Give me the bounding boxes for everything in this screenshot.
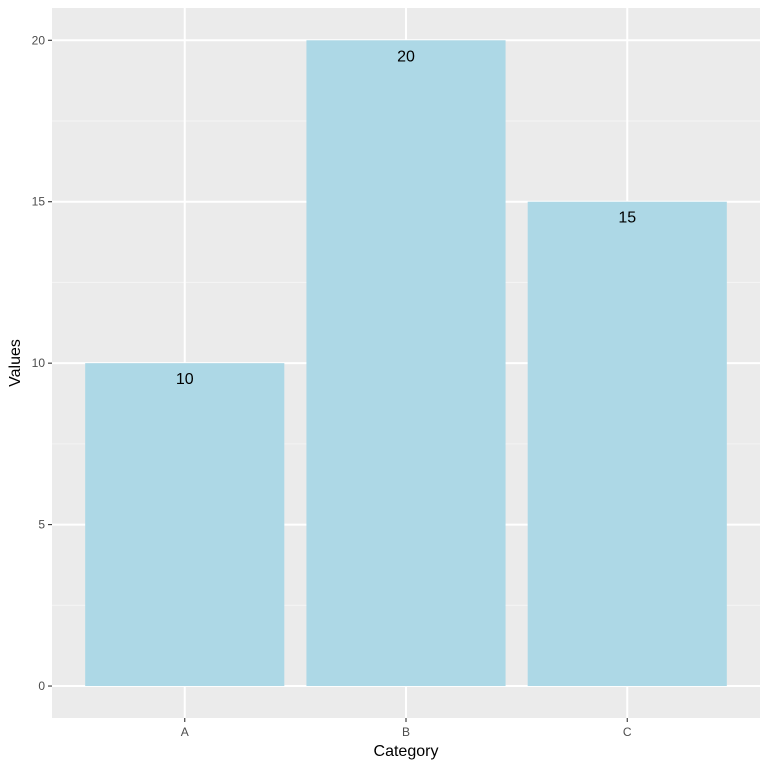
- bar-a: [85, 363, 285, 687]
- x-tick-label: B: [402, 725, 410, 739]
- data-label-b: 20: [397, 48, 415, 65]
- y-tick-label: 15: [32, 195, 46, 209]
- y-tick-label: 10: [32, 356, 46, 370]
- data-label-a: 10: [176, 371, 194, 388]
- data-labels: 10 20 15: [176, 48, 636, 388]
- bar-c: [527, 201, 727, 687]
- y-tick-label: 20: [32, 33, 46, 47]
- data-label-c: 15: [618, 210, 636, 227]
- x-axis: A B C: [181, 718, 632, 739]
- x-axis-title: Category: [374, 743, 439, 760]
- y-axis: 0 5 10 15 20: [32, 33, 52, 693]
- x-tick-label: C: [623, 725, 632, 739]
- y-tick-label: 5: [38, 518, 45, 532]
- bars: [85, 40, 727, 687]
- y-tick-label: 0: [38, 679, 45, 693]
- x-tick-label: A: [181, 725, 189, 739]
- y-axis-title: Values: [7, 339, 24, 387]
- bar-b: [306, 40, 506, 687]
